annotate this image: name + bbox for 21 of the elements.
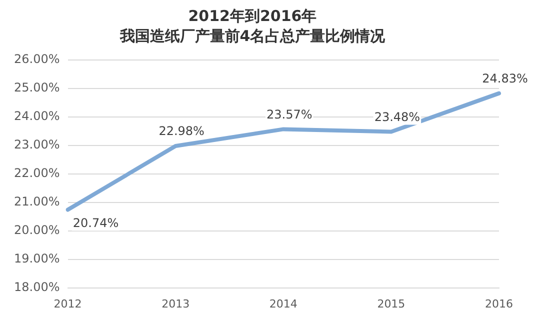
y-tick-label: 19.00% — [14, 251, 60, 266]
x-tick-label: 2013 — [162, 297, 190, 310]
chart-title: 2012年到2016年 — [188, 6, 317, 25]
y-tick-label: 18.00% — [14, 280, 60, 294]
data-label: 23.57% — [266, 107, 312, 122]
x-tick-label: 2014 — [269, 297, 298, 310]
y-tick-label: 26.00% — [14, 52, 60, 66]
y-tick-label: 21.00% — [14, 194, 60, 208]
x-tick-label: 2016 — [485, 297, 513, 310]
y-tick-label: 25.00% — [14, 80, 60, 95]
data-label: 24.83% — [482, 71, 528, 86]
x-tick-label: 2015 — [377, 297, 406, 310]
y-tick-label: 22.00% — [14, 166, 60, 180]
data-label: 23.48% — [374, 110, 420, 124]
data-label: 22.98% — [158, 124, 204, 138]
y-tick-label: 24.00% — [14, 109, 60, 124]
x-tick-label: 2012 — [54, 297, 82, 310]
y-tick-label: 23.00% — [14, 138, 60, 152]
y-tick-label: 20.00% — [14, 222, 60, 237]
data-label: 20.74% — [72, 216, 119, 230]
chart-subtitle: 我国造纸厂产量前4名占总产量比例情况 — [118, 26, 386, 45]
